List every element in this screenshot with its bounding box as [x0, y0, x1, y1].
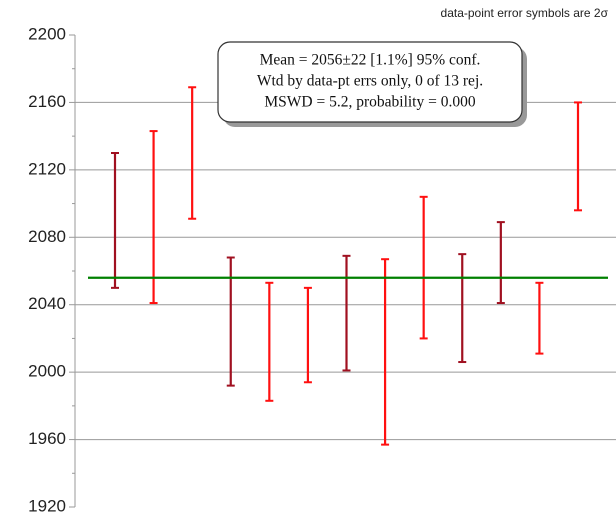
error-bar: [496, 221, 505, 305]
error-bar: [265, 281, 274, 402]
note: data-point error symbols are 2σ: [441, 6, 609, 20]
error-bar: [381, 258, 390, 446]
error-bar: [303, 286, 312, 384]
error-bar: [188, 86, 197, 220]
annotation-line: MSWD = 5.2, probability = 0.000: [264, 94, 475, 111]
y-tick-label: 2000: [28, 362, 66, 381]
annotation-line: Wtd by data-pt errs only, 0 of 13 rej.: [257, 73, 483, 90]
annotation-box: [217, 41, 523, 123]
error-bar: [535, 281, 544, 355]
error-bar: [342, 254, 351, 372]
error-bar: [419, 195, 428, 340]
annotation-line: Mean = 2056±22 [1.1%] 95% conf.: [260, 52, 481, 69]
error-bar: [458, 253, 467, 364]
y-tick-label: 2200: [28, 24, 66, 43]
error-bar: [149, 130, 158, 305]
error-bar: [111, 152, 119, 289]
y-tick-label: 2040: [28, 294, 66, 313]
y-tick-label: 1920: [28, 496, 66, 515]
y-tick-label: 2080: [28, 227, 66, 246]
y-tick-label: 1960: [28, 429, 66, 448]
y-tick-label: 2160: [28, 92, 66, 111]
error-bar: [226, 256, 235, 387]
y-tick-label: 2120: [28, 159, 66, 178]
error-bar: [574, 101, 582, 212]
